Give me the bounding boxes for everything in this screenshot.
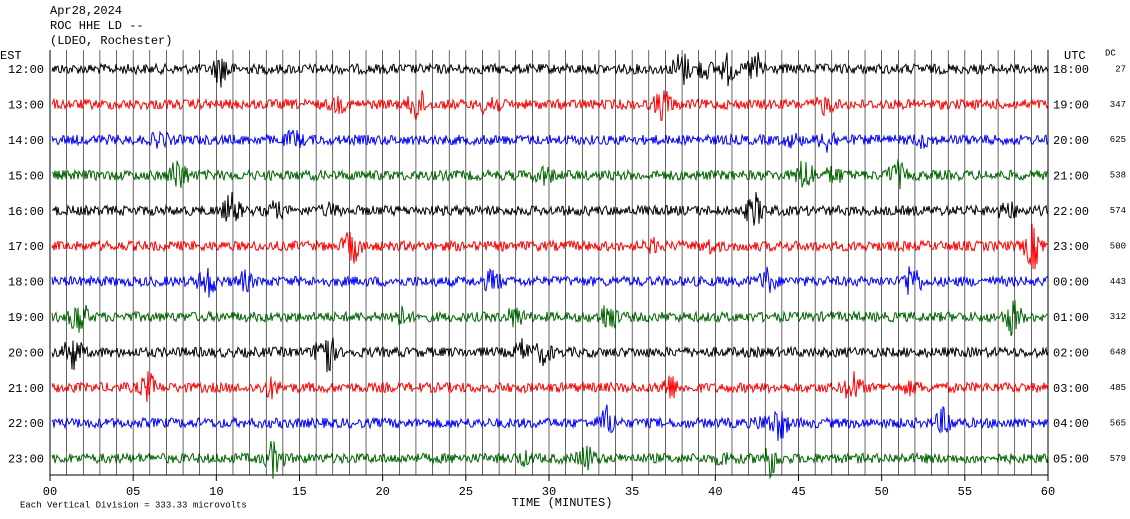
dc-value: 27 <box>1115 64 1126 74</box>
dc-value: 574 <box>1110 206 1126 216</box>
trace <box>51 404 1049 441</box>
x-tick-label: 00 <box>43 485 57 499</box>
x-tick-label: 15 <box>292 485 306 499</box>
right-label: UTC <box>1064 49 1086 63</box>
footnote: Each Vertical Division = 333.33 microvol… <box>20 500 247 510</box>
utc-label: 01:00 <box>1053 311 1089 325</box>
utc-label: 19:00 <box>1053 99 1089 113</box>
utc-label: 21:00 <box>1053 169 1089 183</box>
dc-value: 485 <box>1110 383 1126 393</box>
x-tick-label: 35 <box>625 485 639 499</box>
utc-label: 22:00 <box>1053 205 1089 219</box>
x-tick-label: 20 <box>375 485 389 499</box>
utc-label: 05:00 <box>1053 453 1089 467</box>
title-line: (LDEO, Rochester) <box>50 34 172 48</box>
utc-label: 02:00 <box>1053 346 1089 360</box>
dc-value: 625 <box>1110 135 1126 145</box>
title-line: Apr28,2024 <box>50 4 122 18</box>
x-tick-label: 10 <box>209 485 223 499</box>
trace <box>51 191 1049 226</box>
trace <box>51 440 1049 480</box>
utc-label: 00:00 <box>1053 276 1089 290</box>
x-axis-label: TIME (MINUTES) <box>512 496 613 510</box>
est-label: 17:00 <box>8 240 44 254</box>
dc-value: 538 <box>1110 171 1126 181</box>
x-tick-label: 60 <box>1041 485 1055 499</box>
dc-value: 648 <box>1110 348 1126 358</box>
est-label: 12:00 <box>8 63 44 77</box>
x-tick-label: 40 <box>708 485 722 499</box>
dc-value: 312 <box>1110 312 1126 322</box>
trace <box>51 52 1049 88</box>
trace <box>51 223 1049 270</box>
dc-value: 443 <box>1110 277 1126 287</box>
est-label: 16:00 <box>8 205 44 219</box>
est-label: 19:00 <box>8 311 44 325</box>
x-tick-label: 30 <box>542 485 556 499</box>
trace <box>51 299 1049 337</box>
dc-value: 579 <box>1110 454 1126 464</box>
trace <box>51 90 1049 122</box>
title-line: ROC HHE LD -- <box>50 19 144 33</box>
utc-label: 18:00 <box>1053 63 1089 77</box>
est-label: 22:00 <box>8 417 44 431</box>
est-label: 18:00 <box>8 276 44 290</box>
x-tick-label: 55 <box>958 485 972 499</box>
utc-label: 23:00 <box>1053 240 1089 254</box>
trace <box>51 129 1049 153</box>
utc-label: 04:00 <box>1053 417 1089 431</box>
est-label: 20:00 <box>8 346 44 360</box>
utc-label: 20:00 <box>1053 134 1089 148</box>
dc-value: 500 <box>1110 241 1126 251</box>
dc-value: 565 <box>1110 418 1126 428</box>
utc-label: 03:00 <box>1053 382 1089 396</box>
trace <box>51 158 1049 190</box>
left-label: EST <box>0 49 22 63</box>
est-label: 13:00 <box>8 99 44 113</box>
trace <box>51 337 1049 373</box>
x-tick-label: 25 <box>459 485 473 499</box>
trace <box>51 371 1049 403</box>
trace <box>51 266 1049 298</box>
dc-label: DC <box>1105 48 1116 58</box>
est-label: 21:00 <box>8 382 44 396</box>
dc-value: 347 <box>1110 100 1126 110</box>
x-tick-label: 50 <box>874 485 888 499</box>
est-label: 23:00 <box>8 453 44 467</box>
x-tick-label: 05 <box>126 485 140 499</box>
x-tick-label: 45 <box>791 485 805 499</box>
est-label: 15:00 <box>8 169 44 183</box>
est-label: 14:00 <box>8 134 44 148</box>
